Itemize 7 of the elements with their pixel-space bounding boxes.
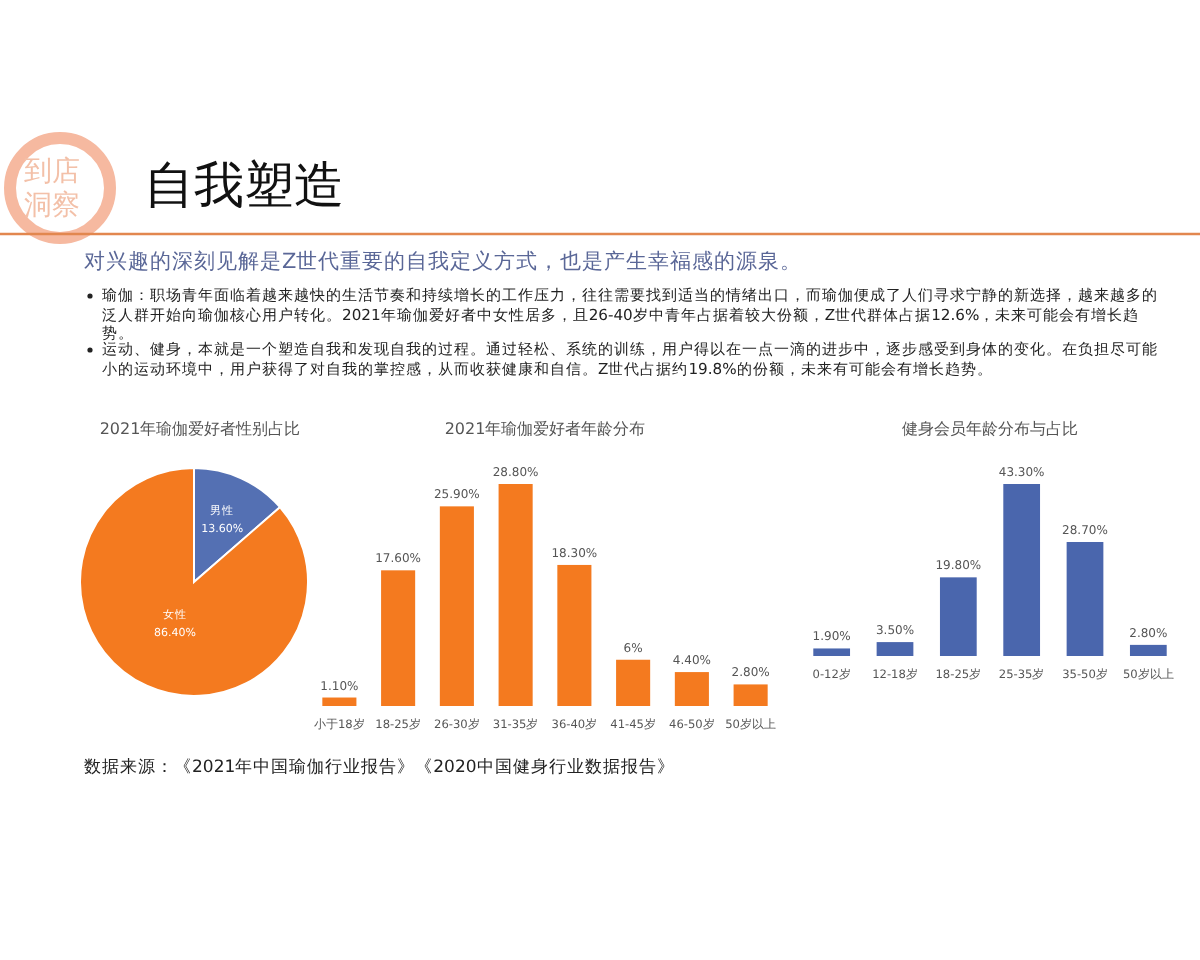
title: 2021年瑜伽爱好者性别占比 [99, 420, 301, 438]
source-note: 数据来源：《2021年中国瑜伽行业报告》《2020中国健身行业数据报告》 [84, 756, 675, 780]
title: 2021年瑜伽爱好者年龄分布 [444, 420, 646, 438]
text: 自我塑造 [144, 154, 344, 218]
text: 对兴趣的深刻见解是Z世代重要的自我定义方式，也是产生幸福感的源泉。 [84, 248, 803, 276]
title: 健身会员年龄分布与占比 [902, 420, 1078, 438]
text: 到店洞察 [24, 156, 82, 224]
